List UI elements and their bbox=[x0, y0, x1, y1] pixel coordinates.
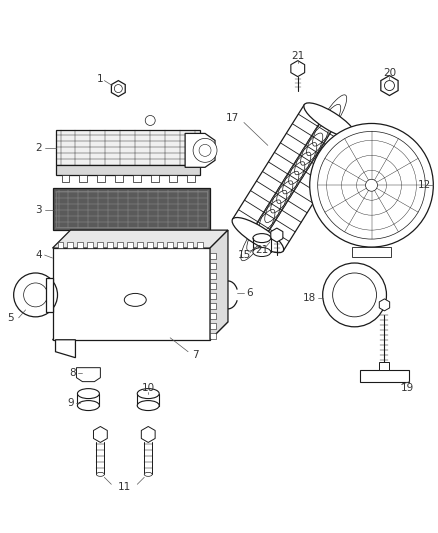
Circle shape bbox=[14, 273, 57, 317]
Polygon shape bbox=[379, 299, 390, 311]
Polygon shape bbox=[127, 242, 133, 248]
Polygon shape bbox=[210, 293, 216, 299]
Polygon shape bbox=[187, 175, 195, 182]
Polygon shape bbox=[56, 340, 75, 358]
Polygon shape bbox=[185, 133, 215, 167]
Polygon shape bbox=[88, 242, 93, 248]
Polygon shape bbox=[352, 247, 392, 257]
Text: 4: 4 bbox=[35, 250, 42, 260]
Polygon shape bbox=[167, 242, 173, 248]
Text: 20: 20 bbox=[383, 68, 396, 78]
Text: 11: 11 bbox=[118, 482, 131, 492]
Polygon shape bbox=[67, 242, 74, 248]
Polygon shape bbox=[210, 273, 216, 279]
Circle shape bbox=[199, 144, 211, 156]
Circle shape bbox=[114, 85, 122, 93]
Polygon shape bbox=[46, 278, 53, 312]
Polygon shape bbox=[137, 242, 143, 248]
Polygon shape bbox=[111, 80, 125, 96]
Text: 7: 7 bbox=[192, 350, 198, 360]
Polygon shape bbox=[197, 242, 203, 248]
Ellipse shape bbox=[137, 389, 159, 399]
Circle shape bbox=[366, 179, 378, 191]
Ellipse shape bbox=[78, 401, 99, 410]
Polygon shape bbox=[210, 230, 228, 340]
Polygon shape bbox=[117, 242, 124, 248]
Polygon shape bbox=[210, 333, 216, 339]
Ellipse shape bbox=[253, 233, 271, 243]
Ellipse shape bbox=[232, 217, 284, 253]
Polygon shape bbox=[379, 362, 389, 370]
Polygon shape bbox=[53, 188, 210, 230]
Polygon shape bbox=[97, 175, 106, 182]
Ellipse shape bbox=[96, 472, 104, 477]
Polygon shape bbox=[56, 131, 200, 165]
Polygon shape bbox=[271, 228, 283, 242]
Text: 21: 21 bbox=[255, 245, 268, 255]
Polygon shape bbox=[291, 61, 305, 77]
Polygon shape bbox=[210, 263, 216, 269]
Circle shape bbox=[193, 139, 217, 163]
Polygon shape bbox=[360, 370, 410, 382]
Text: 6: 6 bbox=[247, 288, 253, 298]
Polygon shape bbox=[147, 242, 153, 248]
Circle shape bbox=[318, 132, 425, 239]
Polygon shape bbox=[141, 426, 155, 442]
Polygon shape bbox=[56, 165, 200, 175]
Polygon shape bbox=[53, 248, 210, 340]
Ellipse shape bbox=[124, 293, 146, 306]
Polygon shape bbox=[107, 242, 113, 248]
Polygon shape bbox=[77, 368, 100, 382]
Polygon shape bbox=[187, 242, 193, 248]
Text: 9: 9 bbox=[67, 398, 74, 408]
Circle shape bbox=[24, 283, 48, 307]
Polygon shape bbox=[61, 175, 70, 182]
Polygon shape bbox=[157, 242, 163, 248]
Circle shape bbox=[310, 124, 433, 247]
Polygon shape bbox=[210, 313, 216, 319]
Polygon shape bbox=[93, 426, 107, 442]
Text: 3: 3 bbox=[35, 205, 42, 215]
Ellipse shape bbox=[78, 389, 99, 399]
Text: 21: 21 bbox=[291, 51, 304, 61]
Polygon shape bbox=[177, 242, 183, 248]
Text: 8: 8 bbox=[69, 368, 76, 378]
Polygon shape bbox=[115, 175, 124, 182]
Text: 12: 12 bbox=[418, 180, 431, 190]
Polygon shape bbox=[151, 175, 159, 182]
Text: 5: 5 bbox=[7, 313, 14, 323]
Polygon shape bbox=[97, 242, 103, 248]
Polygon shape bbox=[381, 76, 398, 95]
Text: 17: 17 bbox=[225, 114, 239, 124]
Polygon shape bbox=[57, 242, 64, 248]
Circle shape bbox=[323, 263, 386, 327]
Polygon shape bbox=[210, 283, 216, 289]
Polygon shape bbox=[133, 175, 141, 182]
Ellipse shape bbox=[304, 103, 356, 138]
Ellipse shape bbox=[253, 247, 271, 256]
Text: 15: 15 bbox=[238, 250, 251, 260]
Polygon shape bbox=[53, 230, 228, 248]
Text: 2: 2 bbox=[35, 143, 42, 154]
Ellipse shape bbox=[137, 401, 159, 410]
Text: 18: 18 bbox=[303, 293, 316, 303]
Circle shape bbox=[145, 116, 155, 125]
Ellipse shape bbox=[144, 472, 152, 477]
Text: 1: 1 bbox=[97, 74, 104, 84]
Circle shape bbox=[332, 273, 377, 317]
Polygon shape bbox=[210, 253, 216, 259]
Circle shape bbox=[385, 80, 395, 91]
Polygon shape bbox=[53, 322, 228, 340]
Text: 19: 19 bbox=[401, 383, 414, 393]
Polygon shape bbox=[210, 323, 216, 329]
Polygon shape bbox=[210, 303, 216, 309]
Polygon shape bbox=[79, 175, 88, 182]
Polygon shape bbox=[78, 242, 83, 248]
Text: 10: 10 bbox=[141, 383, 155, 393]
Polygon shape bbox=[169, 175, 177, 182]
